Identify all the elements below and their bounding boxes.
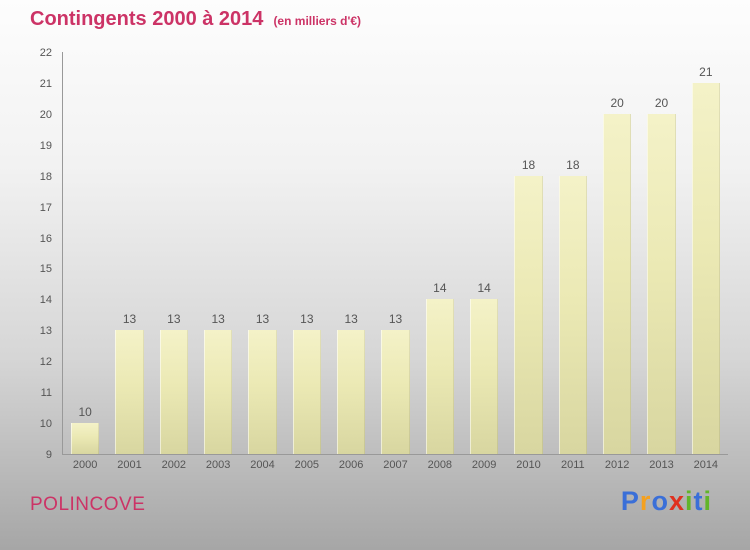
x-tick-label: 2012 (604, 459, 630, 471)
bar-value-label: 13 (255, 312, 270, 327)
bar-value-label: 13 (300, 312, 314, 327)
plot-area: 10 2000 13 2001 13 2002 13 2003 13 2004 13 2005 13 20… (62, 52, 728, 471)
place-name: POLINCOVE (30, 494, 146, 515)
chart-title: Contingents 2000 à 2014 (30, 8, 264, 30)
bar-value-label: 14 (477, 281, 491, 296)
y-tick-label: 15 (39, 263, 52, 276)
bar-2003 (203, 330, 233, 454)
x-tick-label: 2010 (516, 459, 541, 471)
bar-2011 (558, 175, 587, 454)
y-tick-label: 16 (39, 232, 52, 245)
bar-2009 (469, 299, 499, 454)
bar-2001 (115, 330, 144, 454)
x-tick-label: 2008 (427, 459, 453, 471)
y-tick-label: 17 (39, 201, 52, 214)
x-tick-label: 2005 (294, 459, 320, 471)
bar-2014 (691, 82, 720, 454)
logo-letter: t (693, 486, 704, 516)
x-tick-label: 2003 (205, 459, 231, 471)
bar-2000 (70, 423, 100, 454)
bar-2013 (647, 113, 676, 454)
logo-letter: i (684, 486, 694, 516)
y-tick-label: 21 (39, 77, 52, 90)
bar-value-label: 18 (566, 157, 580, 172)
bar-value-label: 21 (699, 64, 713, 79)
bar-value-label: 14 (433, 281, 447, 296)
logo-letter: r (639, 486, 652, 516)
x-tick-label: 2009 (471, 459, 497, 471)
y-axis: 9 10 11 12 13 14 15 16 17 18 19 20 21 22 (0, 47, 56, 461)
x-tick-label: 2013 (649, 459, 674, 471)
chart-subtitle: (en milliers d'€) (273, 14, 361, 28)
bar-2004 (248, 330, 277, 454)
x-tick-label: 2002 (161, 459, 187, 471)
bar-value-label: 13 (211, 312, 225, 327)
y-tick-label: 14 (39, 294, 52, 307)
x-tick-label: 2011 (560, 459, 585, 471)
bar-2006 (336, 330, 366, 454)
x-tick-label: 2006 (338, 459, 364, 471)
bar-2005 (292, 330, 321, 454)
logo-letter: x (668, 486, 685, 516)
x-tick-label: 2014 (693, 459, 719, 471)
logo-letter: o (651, 486, 669, 516)
x-tick-label: 2001 (117, 459, 142, 471)
bar-value-label: 13 (122, 312, 137, 327)
x-tick-label: 2000 (72, 459, 98, 471)
bar-2012 (602, 113, 632, 454)
bar-value-label: 20 (610, 95, 624, 110)
proxiti-logo[interactable]: Proxiti (621, 486, 712, 517)
bar-2010 (514, 175, 543, 454)
y-tick-label: 20 (39, 108, 52, 121)
y-tick-label: 9 (45, 449, 52, 461)
bar-2008 (425, 299, 454, 454)
y-tick-label: 19 (39, 139, 52, 152)
x-tick-label: 2004 (250, 459, 275, 471)
bar-2002 (159, 330, 188, 454)
bar-2007 (381, 330, 410, 454)
bar-value-label: 20 (654, 95, 669, 110)
bar-value-label: 18 (521, 157, 536, 172)
y-tick-label: 18 (39, 170, 52, 183)
bar-value-label: 13 (388, 312, 403, 327)
y-tick-label: 11 (40, 387, 52, 400)
bar-value-label: 13 (167, 312, 181, 327)
x-tick-label: 2007 (383, 459, 408, 471)
bar-value-label: 10 (78, 405, 92, 420)
logo-letter: P (620, 486, 640, 516)
y-tick-label: 10 (39, 418, 52, 431)
y-tick-label: 22 (39, 47, 52, 59)
logo-letter: i (703, 486, 712, 516)
bar-value-label: 13 (344, 312, 358, 327)
y-tick-label: 12 (39, 356, 52, 369)
chart-header: Contingents 2000 à 2014 (en milliers d'€… (30, 8, 361, 31)
y-tick-label: 13 (39, 325, 52, 338)
